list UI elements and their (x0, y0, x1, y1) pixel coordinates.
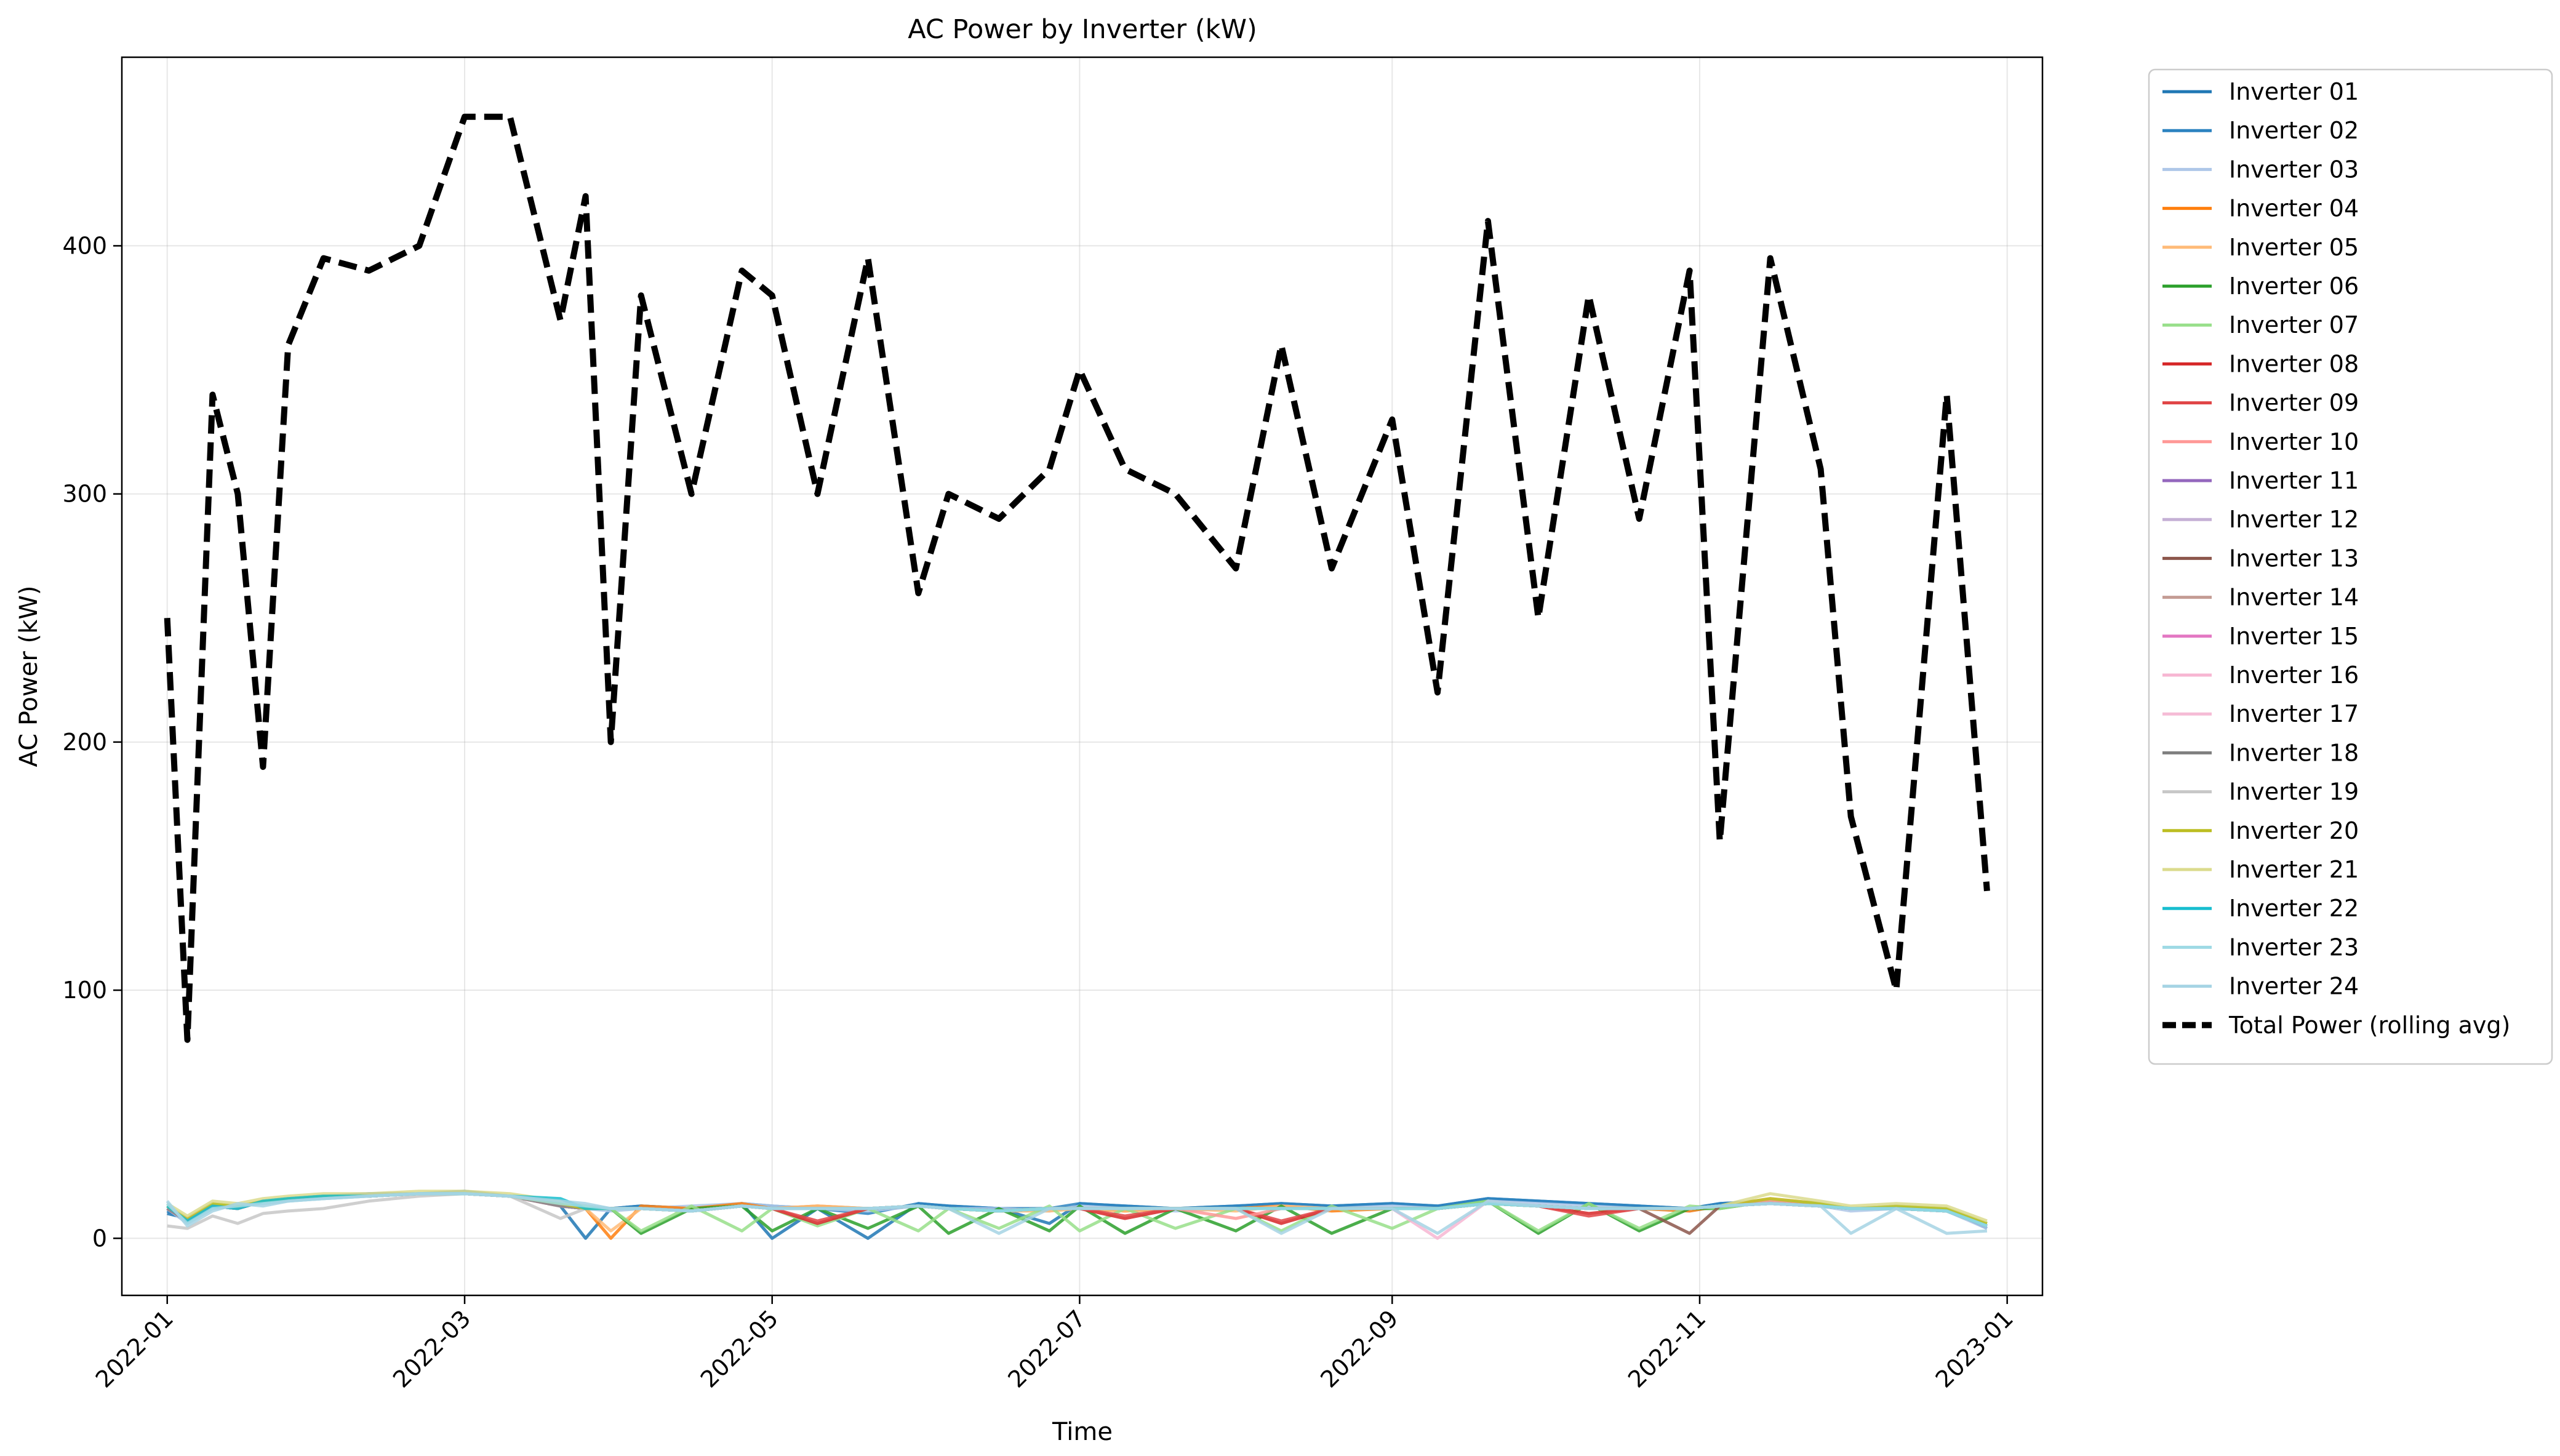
legend-label: Total Power (rolling avg) (2228, 1012, 2510, 1039)
legend-label: Inverter 06 (2229, 273, 2359, 300)
x-axis-label: Time (1052, 1418, 1113, 1446)
legend-label: Inverter 17 (2229, 700, 2359, 727)
legend-label: Inverter 10 (2229, 428, 2359, 455)
legend-label: Inverter 05 (2229, 234, 2359, 261)
legend-label: Inverter 01 (2229, 78, 2359, 105)
y-axis-label: AC Power (kW) (15, 586, 43, 767)
legend-label: Inverter 07 (2229, 311, 2359, 338)
legend-label: Inverter 24 (2229, 973, 2359, 1000)
plot-frame (121, 56, 2044, 1297)
legend-label: Inverter 09 (2229, 390, 2359, 417)
legend-label: Inverter 08 (2229, 350, 2359, 377)
inverter-series (166, 1190, 1988, 1240)
legend-label: Inverter 12 (2229, 506, 2359, 533)
total-series (164, 113, 1990, 1043)
gridlines (122, 57, 2042, 1295)
legend-label: Inverter 03 (2229, 156, 2359, 183)
chart-title: AC Power by Inverter (kW) (908, 14, 1257, 45)
legend: Inverter 01 Inverter 02 Inverter 03 Inverte… (2148, 68, 2553, 1065)
legend-label: Inverter 11 (2229, 467, 2359, 494)
inverter-line-24 (166, 1192, 1988, 1235)
legend-label: Inverter 04 (2229, 195, 2359, 222)
legend-label: Inverter 14 (2229, 584, 2359, 611)
legend-label: Inverter 15 (2229, 623, 2359, 650)
legend-label: Inverter 02 (2229, 117, 2359, 144)
y-tick-label: 200 (62, 729, 107, 756)
legend-label: Inverter 21 (2229, 856, 2359, 883)
legend-label: Inverter 23 (2229, 934, 2359, 961)
legend-label: Inverter 19 (2229, 778, 2359, 806)
legend-box (2148, 68, 2553, 1065)
legend-label: Inverter 20 (2229, 817, 2359, 844)
total-power-line (164, 113, 1990, 1043)
y-axis: 0 100 200 300 400 (62, 232, 122, 1252)
y-tick-label: 300 (62, 481, 107, 508)
y-tick-label: 0 (92, 1225, 107, 1252)
legend-label: Inverter 16 (2229, 662, 2359, 689)
y-tick-label: 100 (62, 977, 107, 1004)
legend-label: Inverter 22 (2229, 895, 2359, 922)
y-tick-label: 400 (62, 232, 107, 259)
legend-label: Inverter 18 (2229, 739, 2359, 766)
legend-label: Inverter 13 (2229, 545, 2359, 572)
